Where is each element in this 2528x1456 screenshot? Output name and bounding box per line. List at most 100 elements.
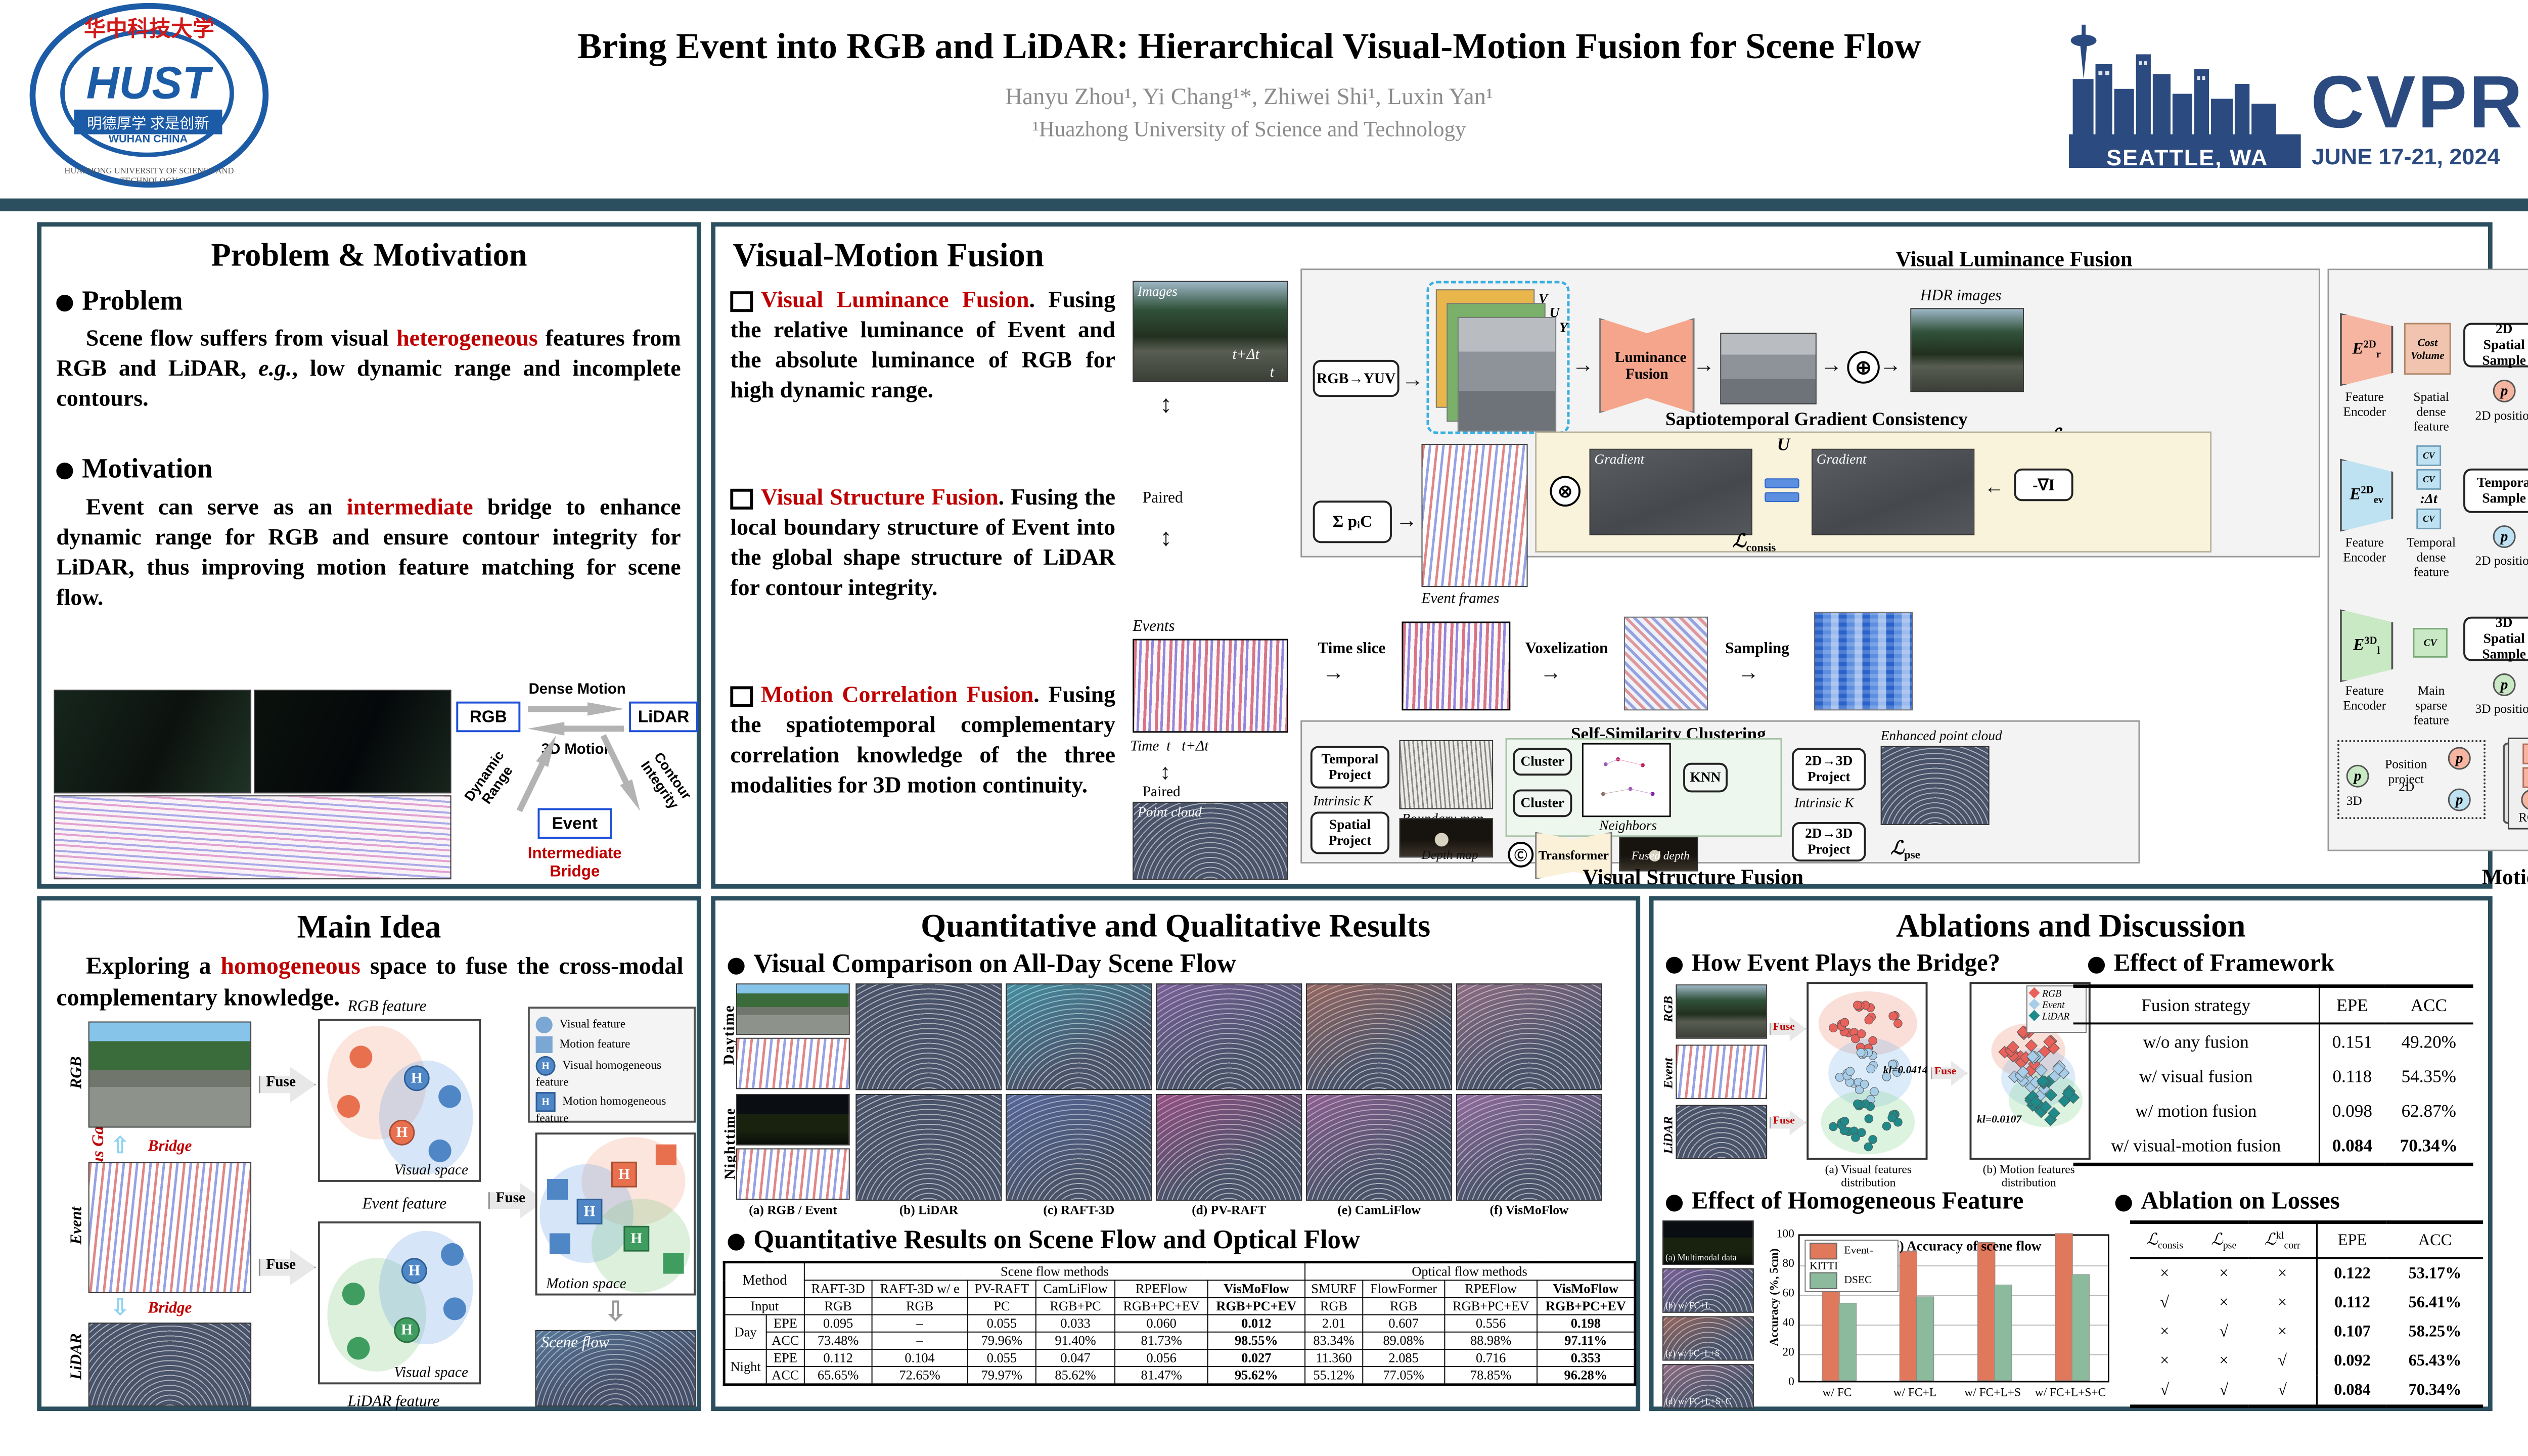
framework-table-cell: 49.20% (2384, 1023, 2473, 1059)
losses-table-cell: √ (2248, 1375, 2317, 1406)
point-cloud-label: Point cloud (1138, 805, 1202, 821)
header-divider (0, 199, 2528, 211)
bullet-dot-icon (2088, 957, 2105, 973)
p-2d-node-2: p (2493, 525, 2516, 548)
rgb-rotated-label: RGB (67, 1043, 85, 1102)
enhanced-pc-image (1881, 746, 1990, 825)
fusion-item-lead: Motion Correlation Fusion (761, 682, 1033, 708)
spatial-sample-2d-box: 2D Spatial Sample (2463, 323, 2528, 368)
results-table-cell: 0.104 (872, 1349, 968, 1367)
problem-title: Problem & Motivation (41, 238, 697, 274)
result-flow-image (1156, 1094, 1302, 1201)
idea-scene-flow-image: Scene flow (535, 1330, 696, 1406)
bar-DSEC (1916, 1296, 1934, 1381)
results-table-cell: Scene flow methods (804, 1262, 1305, 1281)
homog-image-caption: (c) w/ FC+L+S (1665, 1348, 1720, 1359)
results-table-cell: 88.98% (1444, 1332, 1537, 1349)
sampling-label: Sampling (1725, 639, 1789, 657)
motion-sq (547, 1179, 568, 1200)
bridge-rgb-image (1676, 984, 1767, 1038)
neg-gradient-box: -∇I (2014, 469, 2073, 501)
ablations-bullet-4: Ablation on Losses (2115, 1186, 2340, 1215)
panel-results: Quantitative and Qualitative Results Vis… (711, 896, 1640, 1411)
arrow: → (1738, 660, 1759, 685)
scene-flow-label: Scene flow (541, 1333, 609, 1351)
framework-table-cell: 54.35% (2384, 1059, 2473, 1094)
scatter-point (1893, 1019, 1903, 1028)
enhanced-pc-label: Enhanced point cloud (1881, 728, 2002, 744)
fusion-item-lead: Visual Luminance Fusion (761, 287, 1029, 312)
neg-gradient-label: -∇I (2033, 475, 2054, 494)
arrow: → (1821, 352, 1842, 377)
feature-encoder-label: Feature Encoder (2330, 535, 2399, 565)
fusion-item: Visual Structure Fusion. Fusing the loca… (730, 482, 1115, 603)
arrow: → (1693, 352, 1715, 377)
result-flow-image (1006, 1094, 1152, 1201)
result-input-image (736, 1148, 850, 1200)
spatial-project-label: Spatial Project (1320, 817, 1379, 849)
results-table-cell: Night (724, 1349, 766, 1385)
time-slice-label: Time slice (1318, 639, 1385, 657)
fusion-title: Visual-Motion Fusion (733, 236, 1044, 275)
results-table-cell: RAFT-3D w/ e (872, 1280, 968, 1297)
results-table-cell: VisMoFlow (1208, 1280, 1305, 1297)
losses-table-cell: 0.122 (2317, 1258, 2387, 1288)
chart-legend: Event-KITTI DSEC (1804, 1240, 1899, 1292)
homogeneous-images: (a) Multimodal data (b) w/ FC+L (c) w/ FC+… (1662, 1220, 1754, 1408)
legend-motion-feature: Motion feature (559, 1037, 630, 1050)
losses-table-cell: ℒpse (2199, 1222, 2248, 1257)
results-table-cell: 0.060 (1115, 1315, 1207, 1332)
event-feature-label: Event feature (363, 1194, 446, 1212)
concat-icon: Ⓒ (1508, 842, 1533, 868)
scatter-point (1860, 1079, 1869, 1088)
legend-rgb: xyp RGB (2508, 737, 2528, 829)
results-table-cell: 79.96% (968, 1332, 1036, 1349)
x-tile: x (2523, 743, 2528, 764)
scatter-point (1887, 1113, 1897, 1122)
result-caption: (d) PV-RAFT (1156, 1203, 1302, 1217)
motivation-keyword-intermediate: intermediate (347, 494, 473, 520)
results-table-cell: 79.97% (968, 1367, 1036, 1385)
result-flow-image (1306, 983, 1452, 1090)
event-dot (429, 1140, 452, 1162)
ablations-title: Ablations and Discussion (1654, 908, 2488, 944)
neighbors-scatter (1582, 743, 1671, 817)
result-flow-image (1156, 983, 1302, 1090)
results-table-cell: 95.62% (1208, 1367, 1305, 1385)
results-table-cell: 85.62% (1036, 1367, 1115, 1385)
result-input-image (736, 983, 850, 1035)
lidar-dot (347, 1337, 370, 1360)
p-3d-source: p (2346, 765, 2369, 788)
framework-table-cell: ACC (2384, 986, 2473, 1024)
panel-main-idea: Main Idea Exploring a homogeneous space … (37, 896, 701, 1411)
y-label: Y (1559, 320, 1568, 336)
scatter-point (1868, 1135, 1877, 1144)
results-table-cell: RGB+PC+EV (1208, 1297, 1305, 1314)
poster-title: Bring Event into RGB and LiDAR: Hierarch… (449, 26, 2049, 68)
losses-table-cell: 0.084 (2317, 1375, 2387, 1406)
knn-box: KNN (1683, 763, 1728, 793)
bridge-fuse-label-3: Fuse (1929, 1064, 1961, 1077)
results-image-grid (736, 983, 1635, 1201)
losses-table-cell: × (2199, 1258, 2248, 1288)
results-bullet-1-label: Visual Comparison on All-Day Scene Flow (753, 948, 1236, 978)
visual-space-label-2: Visual space (394, 1364, 468, 1381)
bullet-dot-icon (1666, 957, 1683, 973)
temporal-sample-label: Temporal Sample (2477, 475, 2528, 507)
spatial-sample-2d-label: 2D Spatial Sample (2474, 322, 2528, 369)
fuse-label-2: Fuse (259, 1256, 303, 1272)
chart-legend-item: DSEC (1810, 1272, 1893, 1289)
checkbox-icon (730, 489, 753, 510)
results-table-cell: 0.716 (1444, 1349, 1537, 1367)
visual-h-node-2: H (389, 1120, 415, 1146)
arrow: ← (1984, 476, 2004, 498)
proj-2d3d-box-1: 2D→3D Project (1792, 748, 1866, 790)
paired-label: Paired (1143, 488, 1183, 507)
results-table-cell: Optical flow methods (1305, 1262, 1635, 1281)
hust-logo-en: HUAZHONG UNIVERSITY OF SCIENCE AND TECHN… (35, 166, 262, 186)
scatter-point (1840, 1018, 1849, 1027)
losses-table-cell: ℒklcorr (2248, 1222, 2317, 1257)
homog-image-caption: (a) Multimodal data (1665, 1253, 1737, 1263)
visual-space-box-1: H H Visual space (318, 1019, 481, 1182)
results-table-cell: PC (968, 1297, 1036, 1314)
